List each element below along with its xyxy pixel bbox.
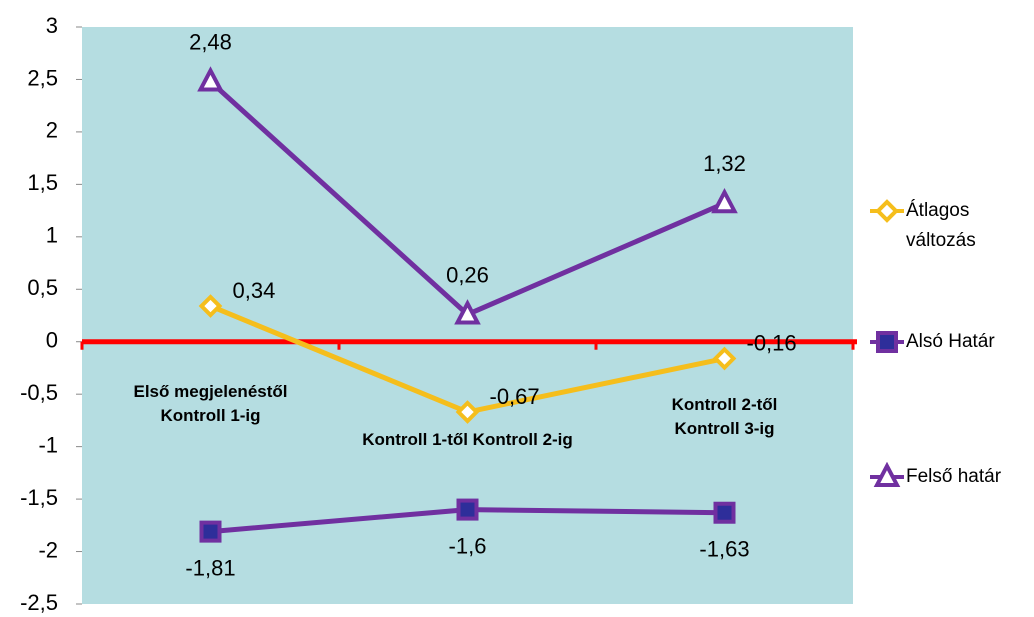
- legend-label: Felső határ: [906, 466, 1002, 487]
- marker: [199, 520, 222, 543]
- data-label: 0,26: [446, 262, 489, 287]
- data-label: -1,6: [449, 533, 487, 558]
- data-label: 0,34: [233, 278, 276, 303]
- marker: [875, 199, 899, 223]
- marker: [454, 299, 481, 325]
- y-tick-label: 2,5: [27, 65, 58, 90]
- legend-entry: Átlagos változás: [868, 196, 1034, 256]
- marker: [876, 331, 898, 353]
- y-tick-label: -2,5: [20, 590, 58, 615]
- data-label: -1,63: [699, 537, 749, 562]
- y-tick-label: -1: [38, 432, 58, 457]
- legend-label: Alsó Határ: [906, 331, 995, 352]
- marker: [873, 462, 901, 487]
- legend-swatch: [870, 199, 904, 223]
- y-tick-label: 3: [46, 13, 58, 38]
- y-tick-label: 1,5: [27, 170, 58, 195]
- y-tick-label: -2: [38, 537, 58, 562]
- legend-swatch: [870, 462, 904, 487]
- marker: [711, 187, 738, 214]
- x-tick-label: Első megjelenéstől Kontroll 1-ig: [133, 382, 288, 425]
- data-label: -0,67: [490, 384, 540, 409]
- data-label: -1,81: [185, 555, 235, 580]
- marker: [456, 498, 479, 521]
- y-tick-label: 0: [46, 328, 58, 353]
- legend-label: Átlagos változás: [906, 200, 976, 251]
- marker: [713, 501, 736, 524]
- marker: [712, 346, 737, 371]
- data-label: 2,48: [189, 29, 232, 54]
- y-tick-label: 0,5: [27, 275, 58, 300]
- y-tick-label: 1: [46, 223, 58, 248]
- marker: [455, 400, 480, 424]
- y-tick-label: -1,5: [20, 485, 58, 510]
- y-tick-label: -0,5: [20, 380, 58, 405]
- marker: [198, 294, 223, 318]
- x-tick-label: Kontroll 1-től Kontroll 2-ig: [362, 430, 573, 449]
- legend-entry: Alsó Határ: [868, 327, 1034, 357]
- x-tick-label: Kontroll 2-től Kontroll 3-ig: [671, 395, 778, 438]
- data-label: 1,32: [703, 151, 746, 176]
- marker: [197, 66, 224, 92]
- legend-swatch: [870, 331, 904, 353]
- data-label: -0,16: [747, 330, 797, 355]
- y-tick-label: 2: [46, 118, 58, 143]
- legend-entry: Felső határ: [868, 462, 1034, 492]
